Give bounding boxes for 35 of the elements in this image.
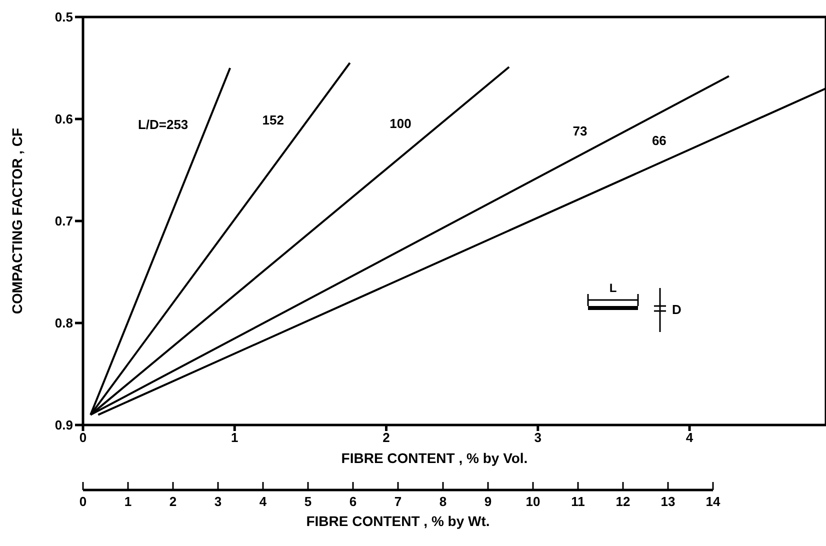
x2-tick-label: 14 <box>706 494 721 509</box>
x-tick-label: 4 <box>686 430 694 446</box>
y-tick-label: 0.9 <box>54 418 73 433</box>
series-label: 73 <box>572 123 588 138</box>
y-tick-label: 0.7 <box>54 214 73 229</box>
x-tick-label: 3 <box>534 430 542 446</box>
x2-tick-label: 1 <box>124 494 132 509</box>
y-tick-label: 0.5 <box>54 10 73 25</box>
x2-tick-label: 3 <box>214 494 222 509</box>
series-label: 100 <box>390 116 412 131</box>
x-tick-label: 1 <box>231 430 238 446</box>
annotation: D <box>672 302 682 317</box>
y-tick-label: 0.6 <box>54 112 73 127</box>
x2-tick-label: 11 <box>571 494 585 509</box>
x2-tick-label: 12 <box>616 494 630 509</box>
y-tick-label: 0.8 <box>54 316 73 331</box>
x-tick-label: 2 <box>382 430 390 446</box>
y-axis-title: COMPACTING FACTOR , CF <box>9 127 25 314</box>
x2-tick-label: 5 <box>304 494 312 509</box>
x2-tick-label: 0 <box>79 494 87 509</box>
x2-tick-label: 7 <box>394 494 402 509</box>
x2-tick-label: 13 <box>660 494 676 509</box>
series-label: 66 <box>652 133 666 148</box>
x-tick-label: 0 <box>79 430 87 446</box>
series-label: L/D=253 <box>138 116 188 132</box>
x2-axis-title: FIBRE CONTENT , % by Wt. <box>306 513 490 529</box>
series-label: 152 <box>262 112 284 128</box>
x2-tick-label: 2 <box>169 494 177 509</box>
x2-tick-label: 6 <box>349 494 357 509</box>
x2-tick-label: 4 <box>259 494 268 509</box>
x2-tick-label: 8 <box>439 494 447 509</box>
x-axis-title: FIBRE CONTENT , % by Vol. <box>341 450 528 466</box>
x2-tick-label: 9 <box>484 494 492 509</box>
x2-tick-label: 10 <box>526 494 540 509</box>
annotation: L <box>609 281 617 295</box>
